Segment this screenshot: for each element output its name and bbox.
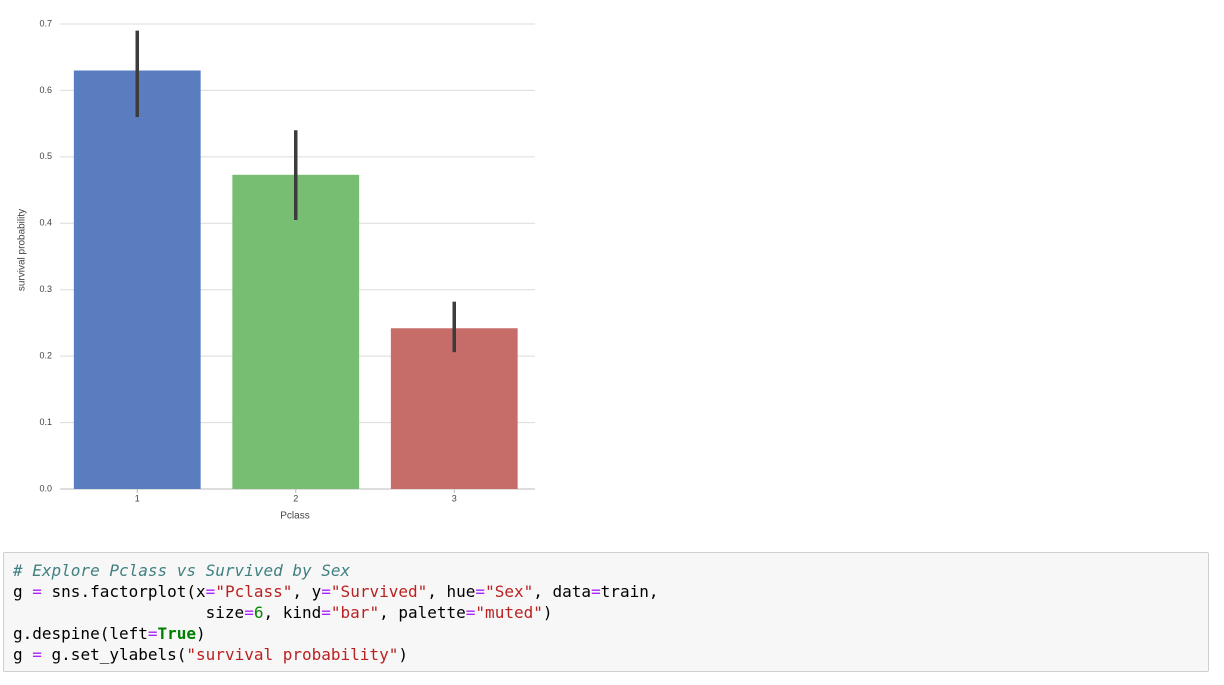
bar bbox=[73, 70, 201, 489]
code-token: "Pclass" bbox=[215, 582, 293, 601]
code-token: = bbox=[475, 582, 486, 601]
code-token: = bbox=[244, 603, 254, 622]
code-token: ) bbox=[542, 603, 553, 622]
x-tick-label: 1 bbox=[135, 493, 140, 503]
code-token: g bbox=[13, 582, 33, 601]
code-token: = bbox=[32, 582, 42, 601]
y-tick-label: 0.2 bbox=[39, 351, 52, 361]
y-tick-label: 0.6 bbox=[39, 85, 52, 95]
bar bbox=[390, 328, 518, 489]
y-tick-label: 0.3 bbox=[39, 284, 52, 294]
code-token: = bbox=[465, 603, 476, 622]
x-tick-label: 3 bbox=[452, 493, 457, 503]
code-line: g.despine(left=True) bbox=[13, 623, 1199, 644]
code-token: , kind bbox=[263, 603, 322, 622]
code-line: size=6, kind="bar", palette="muted") bbox=[13, 602, 1199, 623]
code-token: sns.factorplot(x bbox=[41, 582, 206, 601]
code-token: = bbox=[147, 624, 158, 643]
x-tick-label: 2 bbox=[293, 493, 298, 503]
y-tick-label: 0.0 bbox=[39, 483, 52, 493]
code-token: , y bbox=[292, 582, 322, 601]
code-line: g = sns.factorplot(x="Pclass", y="Surviv… bbox=[13, 581, 1199, 602]
code-token: = bbox=[205, 582, 216, 601]
code-token: , palette bbox=[379, 603, 466, 622]
code-token: "Sex" bbox=[485, 582, 534, 601]
code-cell[interactable]: # Explore Pclass vs Survived by Sex g = s… bbox=[3, 552, 1209, 672]
code-token: "muted" bbox=[475, 603, 543, 622]
y-axis-label: survival probability bbox=[17, 209, 28, 291]
x-axis-label: Pclass bbox=[280, 511, 309, 522]
code-token: = bbox=[321, 582, 331, 601]
code-token: "Survived" bbox=[330, 582, 428, 601]
code-token: g bbox=[13, 645, 33, 664]
y-tick-label: 0.1 bbox=[39, 417, 52, 427]
code-token: ) bbox=[398, 645, 408, 664]
code-token: = bbox=[321, 603, 331, 622]
code-token: g.set_ylabels( bbox=[41, 645, 187, 664]
code-line: g = g.set_ylabels("survival probability"… bbox=[13, 644, 1199, 665]
bar bbox=[232, 174, 360, 490]
code-token: size bbox=[13, 603, 245, 622]
code-token: 6 bbox=[253, 603, 264, 622]
code-token: g.despine(left bbox=[13, 624, 148, 643]
code-token: , hue bbox=[427, 582, 476, 601]
code-token: # Explore Pclass vs Survived by Sex bbox=[13, 561, 351, 580]
y-tick-label: 0.7 bbox=[39, 18, 52, 28]
y-tick-label: 0.4 bbox=[39, 218, 52, 228]
y-tick-label: 0.5 bbox=[39, 151, 52, 161]
code-token: , data bbox=[533, 582, 592, 601]
code-token: "bar" bbox=[330, 603, 380, 622]
code: # Explore Pclass vs Survived by Sex g = s… bbox=[4, 553, 1208, 672]
code-line: # Explore Pclass vs Survived by Sex bbox=[13, 560, 1199, 581]
code-token: "survival probability" bbox=[186, 645, 399, 664]
chart: survival probability Pclass 0.0 0.1 0.2 0.3… bbox=[17, 18, 535, 522]
code-token: ) bbox=[196, 624, 206, 643]
code-token: train, bbox=[600, 582, 659, 601]
code-token: = bbox=[32, 645, 42, 664]
code-token: True bbox=[157, 624, 197, 643]
code-token: = bbox=[591, 582, 601, 601]
